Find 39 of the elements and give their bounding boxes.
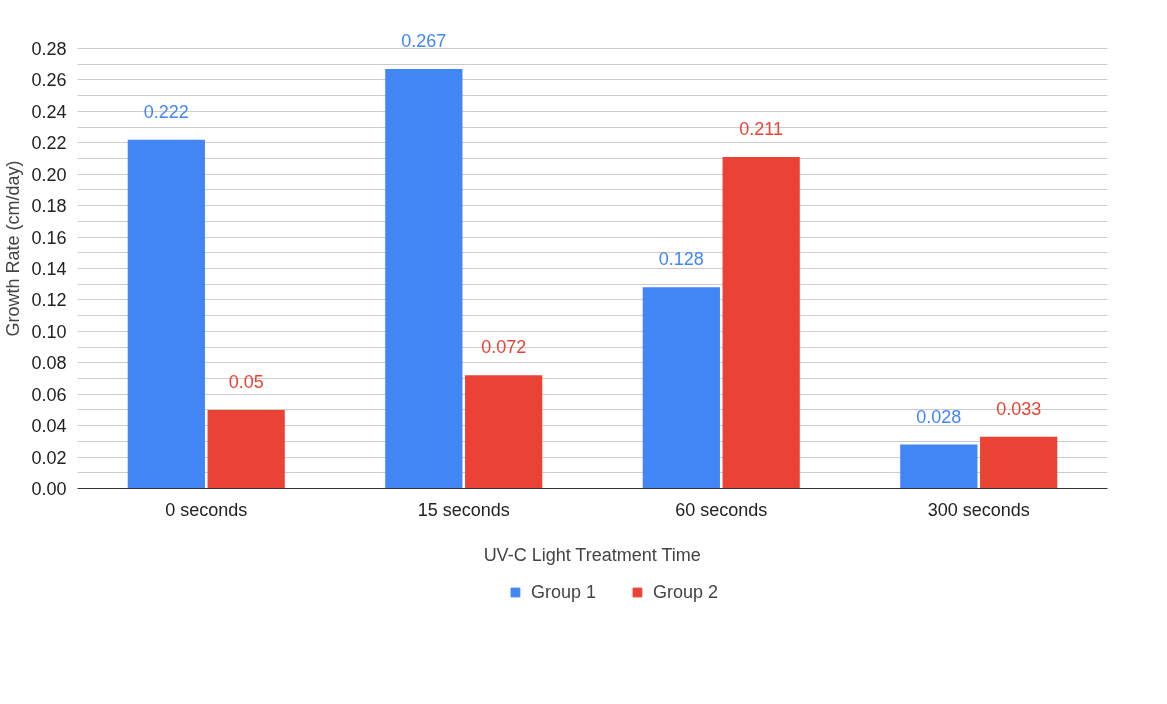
text: 0.16 [31, 227, 67, 248]
data-label: 0.05 [228, 371, 264, 392]
text: 0.02 [31, 447, 67, 468]
text: 0.24 [31, 101, 67, 122]
data-label: 0.128 [658, 249, 704, 270]
text: 0.14 [31, 259, 67, 279]
legend-label: Group 1 [530, 581, 596, 603]
bar [127, 139, 205, 489]
text: 0.18 [31, 196, 67, 217]
data-label: 0.072 [481, 337, 527, 358]
data-label: 0.033 [996, 398, 1042, 419]
text: 0.26 [31, 70, 67, 91]
data-label: 0.267 [401, 30, 447, 51]
text: 0.08 [31, 353, 67, 374]
data-label: 0.211 [739, 118, 784, 139]
x-tick-label: 15 seconds [417, 499, 510, 520]
data-label: 0.222 [143, 101, 189, 122]
legend-label: Group 2 [653, 581, 719, 603]
x-tick-label: 300 seconds [927, 499, 1030, 520]
x-tick-label: 0 seconds [165, 499, 248, 520]
bar [465, 375, 543, 489]
x-axis-title: UV-C Light Treatment Time [483, 544, 701, 565]
bar [980, 436, 1058, 489]
text: 0.22 [31, 133, 67, 154]
bar [900, 444, 978, 489]
text: 0.12 [31, 290, 67, 311]
text: 0.28 [31, 39, 67, 59]
text: 0.10 [31, 321, 67, 342]
bar [385, 68, 463, 489]
bar [207, 409, 285, 489]
text: 0.06 [31, 384, 67, 405]
x-tick-label: 60 seconds [675, 499, 768, 520]
text: 0.04 [31, 416, 67, 437]
bar [642, 287, 720, 489]
text: 0.00 [31, 479, 67, 499]
text: 0.20 [31, 164, 67, 185]
y-axis-title: Growth Rate (cm/day) [3, 160, 24, 337]
data-label: 0.028 [916, 406, 962, 427]
bar [722, 156, 800, 489]
